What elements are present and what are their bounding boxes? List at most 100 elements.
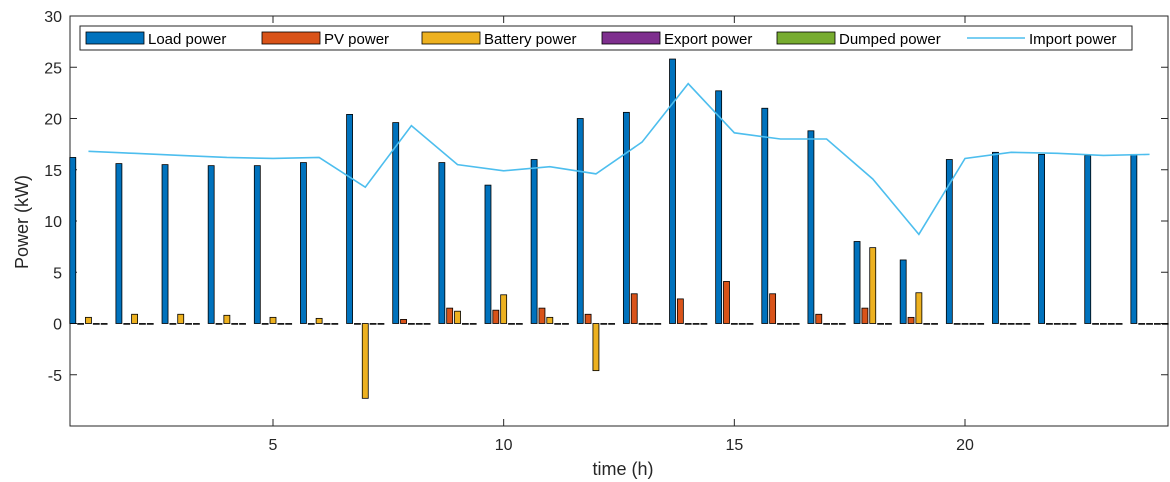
bar-export-power [1153,323,1161,325]
bar-dumped-power [1115,323,1123,325]
bar-load-power [715,90,723,324]
legend-swatch-battery-power [421,31,481,45]
bar-battery-power [684,323,692,325]
bar-pv-power [1046,323,1053,325]
bar-load-power [115,163,123,324]
bar-dumped-power [931,323,938,325]
y-tick-label: -5 [48,368,62,385]
bar-battery-power [269,316,277,324]
plot-area: -5 0 5 10 15 20 25 30 5 10 15 20 [44,9,1169,454]
bar-load-power [346,114,353,324]
bar-pv-power [169,323,177,325]
bar-load-power [484,184,492,324]
bar-load-power [945,159,953,324]
bar-dumped-power [146,323,154,325]
bar-export-power [923,323,931,325]
legend-swatch-export-power [601,31,661,45]
bar-export-power [554,323,562,325]
bar-battery-power [730,323,738,325]
x-tick-label: 20 [956,437,974,454]
bar-battery-power [315,317,323,324]
bar-battery-power [961,323,969,325]
legend-swatch-load-power [85,31,145,45]
y-tick-label: 25 [44,60,62,77]
bar-export-power [692,323,700,325]
bar-load-power [1130,153,1138,324]
bar-load-power [853,241,861,324]
bar-pv-power [261,323,269,325]
bar-dumped-power [377,323,385,325]
legend-swatch-dumped-power [776,31,836,45]
bar-dumped-power [1069,323,1077,325]
bar-pv-power [861,307,869,324]
bar-battery-power [546,316,554,324]
bar-battery-power [869,247,877,324]
bar-dumped-power [193,323,200,325]
bar-export-power [738,323,746,325]
bar-dumped-power [700,323,708,325]
bar-dumped-power [562,323,569,325]
bar-pv-power [123,323,131,325]
y-tick-label: 15 [44,163,62,180]
bar-export-power [831,323,838,325]
legend-swatch-pv-power [261,31,321,45]
bar-load-power [300,162,307,324]
bar-load-power [992,151,999,324]
bar-export-power [508,323,515,325]
bar-dumped-power [1023,323,1031,325]
bar-dumped-power [977,323,985,325]
bar-pv-power [307,323,315,325]
bar-export-power [600,323,608,325]
bar-export-power [139,323,146,325]
bar-load-power [207,165,215,324]
bar-battery-power [454,310,461,324]
x-tick-label: 5 [269,437,278,454]
bar-battery-power [131,313,138,324]
bar-load-power [899,259,907,324]
bar-load-power [69,157,77,324]
bar-battery-power [361,323,369,399]
y-tick-label: 0 [53,317,62,334]
bar-export-power [1015,323,1023,325]
bar-dumped-power [285,323,293,325]
bar-dumped-power [423,323,431,325]
bar-battery-power [500,294,508,324]
bar-dumped-power [746,323,754,325]
bar-dumped-power [792,323,800,325]
bar-export-power [369,323,377,325]
bar-pv-power [1138,323,1146,325]
bar-dumped-power [1161,323,1169,325]
bar-load-power [576,118,584,324]
bar-battery-power [1146,323,1153,325]
bar-load-power [438,162,446,324]
y-tick-label: 5 [53,265,62,282]
legend-label-import-power: Import power [1029,31,1117,48]
bar-pv-power [400,318,407,324]
bar-pv-power [815,313,823,324]
bar-battery-power [777,323,784,325]
bar-load-power [530,159,538,324]
bar-dumped-power [608,323,616,325]
bar-pv-power [630,293,638,324]
bar-pv-power [907,316,915,324]
bar-export-power [877,323,884,325]
bar-battery-power [177,313,185,324]
bar-battery-power [915,292,923,324]
bar-export-power [185,323,192,325]
legend-label-export-power: Export power [664,31,752,48]
bar-load-power [761,107,769,324]
bar-load-power [161,164,169,324]
bar-pv-power [354,323,361,325]
bar-load-power [253,165,261,324]
bar-load-power [807,130,815,324]
bar-export-power [323,323,331,325]
legend-label-pv-power: PV power [324,31,389,48]
bar-pv-power [676,298,684,324]
bar-export-power [415,323,423,325]
bar-pv-power [77,323,85,325]
bar-battery-power [1007,323,1015,325]
bar-load-power [392,122,400,324]
x-axis-label: time (h) [592,459,653,479]
